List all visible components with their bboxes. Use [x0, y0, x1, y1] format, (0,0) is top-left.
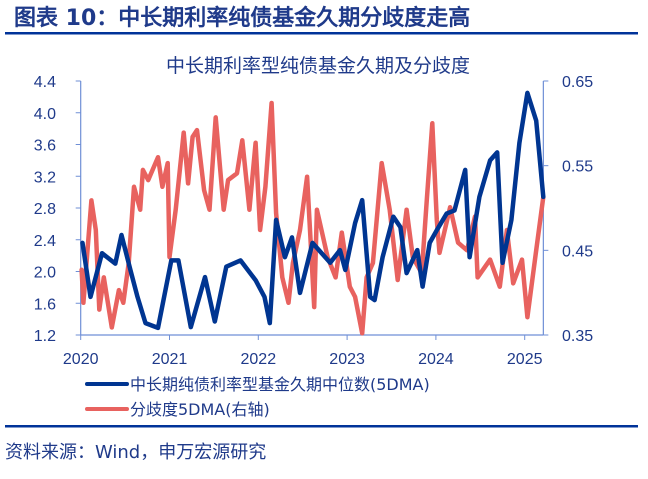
left-y-tick-label: 3.6 — [34, 138, 56, 155]
x-tick-label: 2025 — [507, 351, 543, 368]
legend: 中长期纯债利率型基金久期中位数(5DMA) 分歧度5DMA(右轴) — [85, 375, 430, 419]
x-tick-label: 2023 — [329, 351, 365, 368]
right-y-tick-label: 0.65 — [562, 74, 593, 91]
right-y-tick-label: 0.35 — [562, 328, 593, 345]
x-tick-label: 2020 — [63, 351, 99, 368]
plot-area — [79, 90, 546, 336]
legend-label-divergence: 分歧度5DMA(右轴) — [130, 400, 270, 419]
footer-rule — [5, 425, 638, 428]
left-y-tick-label: 1.6 — [34, 296, 56, 313]
series-line-duration-median — [80, 90, 546, 331]
x-tick-label: 2021 — [152, 351, 188, 368]
x-tick-label: 2022 — [241, 351, 277, 368]
x-tick-label: 2024 — [418, 351, 454, 368]
left-y-tick-label: 1.2 — [34, 328, 56, 345]
right-y-tick-label: 0.45 — [562, 243, 593, 260]
left-y-tick-label: 2.8 — [34, 201, 56, 218]
left-y-tick-label: 2.0 — [34, 265, 56, 282]
left-y-tick-label: 4.4 — [34, 74, 56, 91]
axes: 1.2 1.6 2.0 2.4 2.8 3.2 3.6 4.0 4.4 0.35 0.45 0.55 0… — [34, 74, 593, 368]
chart-title: 中长期利率型纯债基金久期及分歧度 — [166, 55, 470, 77]
header-rule — [5, 32, 638, 35]
source-note: 资料来源：Wind，申万宏源研究 — [5, 442, 266, 463]
left-y-tick-label: 3.2 — [34, 169, 56, 186]
left-y-tick-label: 4.0 — [34, 106, 56, 123]
left-y-tick-label: 2.4 — [34, 233, 56, 250]
legend-label-duration: 中长期纯债利率型基金久期中位数(5DMA) — [130, 375, 430, 394]
figure-header-title: 图表 10：中长期利率纯债基金久期分歧度走高 — [14, 5, 470, 31]
right-y-tick-label: 0.55 — [562, 159, 593, 176]
